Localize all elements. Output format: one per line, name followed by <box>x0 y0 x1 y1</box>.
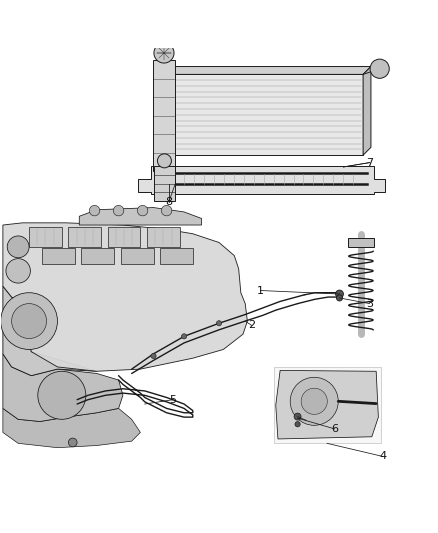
Circle shape <box>161 205 172 216</box>
Bar <box>160 248 193 264</box>
Text: 2: 2 <box>248 320 255 330</box>
Circle shape <box>6 259 30 283</box>
Circle shape <box>138 205 148 216</box>
Circle shape <box>290 377 338 425</box>
Circle shape <box>89 205 100 216</box>
Circle shape <box>38 372 86 419</box>
Polygon shape <box>3 286 97 376</box>
Text: 5: 5 <box>170 394 177 405</box>
Circle shape <box>336 295 343 301</box>
Text: 4: 4 <box>379 451 386 462</box>
Polygon shape <box>3 408 141 448</box>
Polygon shape <box>155 67 371 75</box>
Polygon shape <box>276 370 378 439</box>
Bar <box>42 248 75 264</box>
Circle shape <box>301 388 327 414</box>
Circle shape <box>7 236 29 258</box>
Polygon shape <box>79 207 201 225</box>
Polygon shape <box>3 223 247 372</box>
Text: 8: 8 <box>165 197 172 207</box>
Bar <box>348 238 374 247</box>
Bar <box>108 227 141 247</box>
Bar <box>121 248 153 264</box>
Bar <box>153 166 175 201</box>
Circle shape <box>295 422 300 427</box>
Circle shape <box>154 43 174 63</box>
Circle shape <box>12 304 46 338</box>
Bar <box>274 367 381 443</box>
Bar <box>81 248 114 264</box>
Circle shape <box>294 413 301 420</box>
Circle shape <box>151 353 156 359</box>
Bar <box>155 75 363 155</box>
Text: 6: 6 <box>331 424 338 434</box>
Bar <box>147 227 180 247</box>
Bar <box>152 60 175 171</box>
Circle shape <box>181 334 187 339</box>
Circle shape <box>370 59 389 78</box>
Polygon shape <box>363 67 371 155</box>
Text: 7: 7 <box>366 158 373 167</box>
Polygon shape <box>138 166 385 195</box>
Polygon shape <box>3 354 123 422</box>
Circle shape <box>113 205 124 216</box>
Bar <box>29 227 62 247</box>
Circle shape <box>1 293 57 350</box>
Text: 3: 3 <box>366 298 373 309</box>
Circle shape <box>68 438 77 447</box>
Text: 1: 1 <box>257 286 264 295</box>
Bar <box>68 227 101 247</box>
Circle shape <box>336 290 343 298</box>
Circle shape <box>157 154 171 168</box>
Circle shape <box>216 321 222 326</box>
